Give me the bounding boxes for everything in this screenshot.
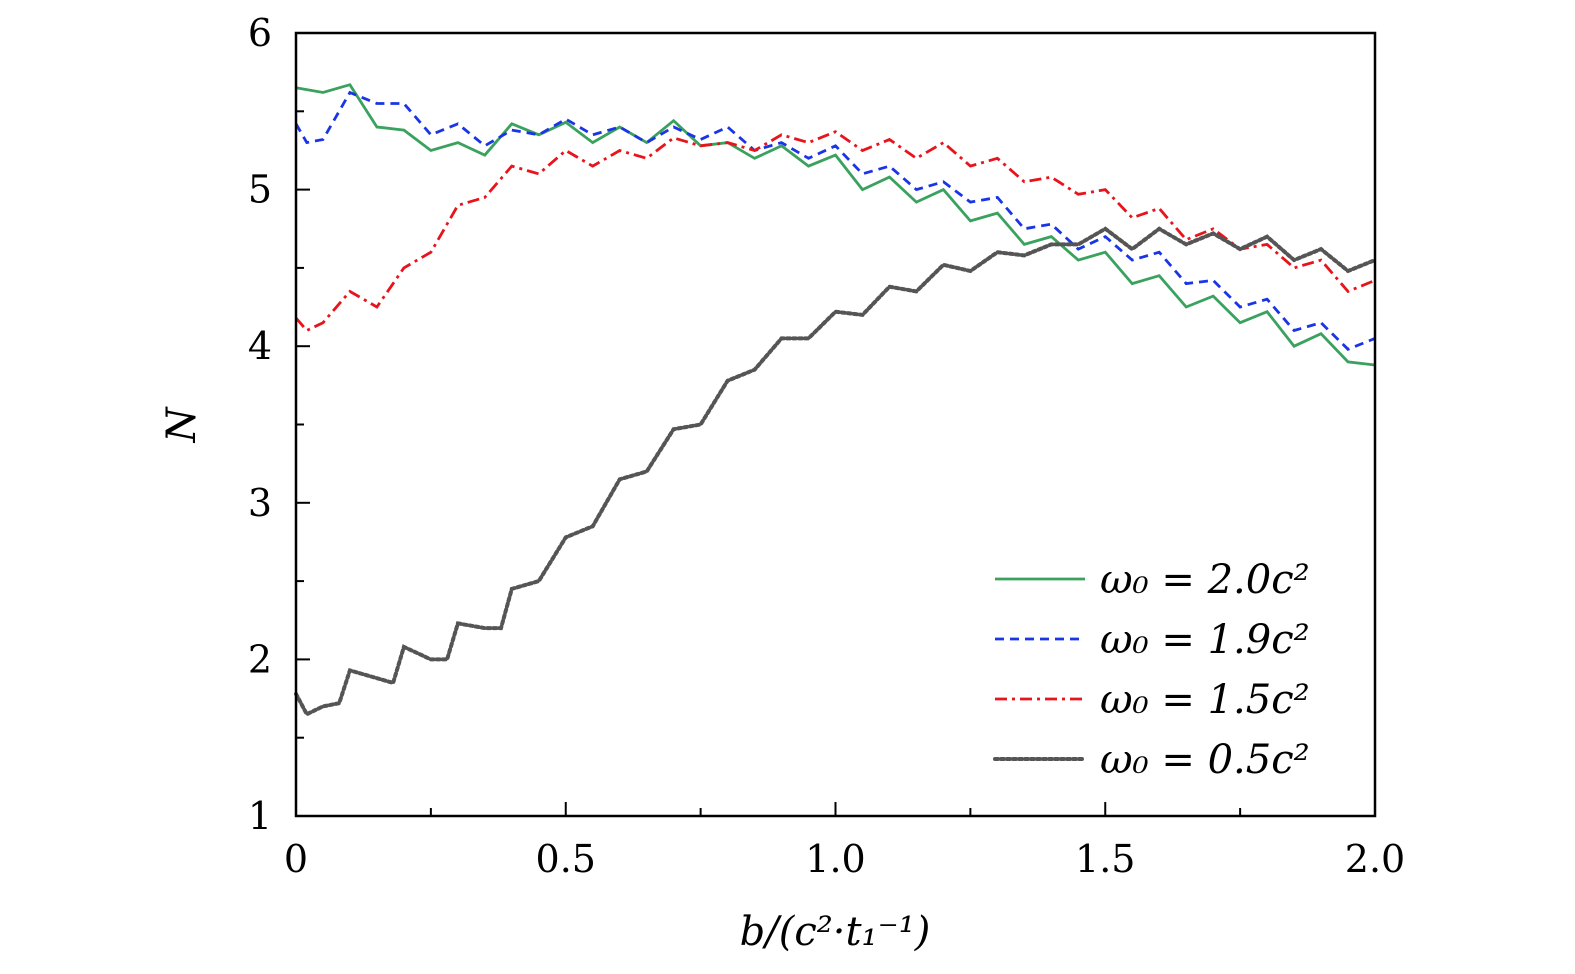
y-tick-label: 3: [248, 481, 272, 525]
x-tick-label: 2.0: [1345, 837, 1405, 881]
x-tick-label: 0: [284, 837, 308, 881]
legend-label-0: ω₀ = 2.0c²: [1100, 557, 1310, 603]
y-tick-label: 4: [248, 324, 272, 368]
y-tick-label: 5: [248, 168, 272, 212]
y-axis-title: N: [159, 406, 205, 444]
legend-label-3: ω₀ = 0.5c²: [1100, 737, 1310, 783]
y-tick-label: 2: [248, 637, 272, 681]
x-tick-label: 1.5: [1075, 837, 1135, 881]
y-tick-label: 6: [248, 11, 272, 55]
legend-label-1: ω₀ = 1.9c²: [1100, 617, 1310, 663]
legend-label-2: ω₀ = 1.5c²: [1100, 677, 1310, 723]
series-line-0: [295, 83, 1376, 367]
ticks-layer: 0 0.5 1.0 1.5 2.0 1 2 3 4 5 6: [248, 11, 1405, 881]
x-tick-label: 0.5: [536, 837, 596, 881]
series-line-2: [294, 130, 1376, 333]
x-tick-label: 1.0: [805, 837, 865, 881]
series-line-3: [294, 226, 1377, 717]
x-axis-title: b/(c²·t₁⁻¹): [740, 909, 931, 955]
series-layer: [294, 83, 1377, 717]
legend: ω₀ = 2.0c² ω₀ = 1.9c² ω₀ = 1.5c² ω₀ = 0.5c²: [993, 557, 1310, 783]
y-tick-label: 1: [248, 794, 272, 838]
series-line-1: [294, 90, 1376, 351]
